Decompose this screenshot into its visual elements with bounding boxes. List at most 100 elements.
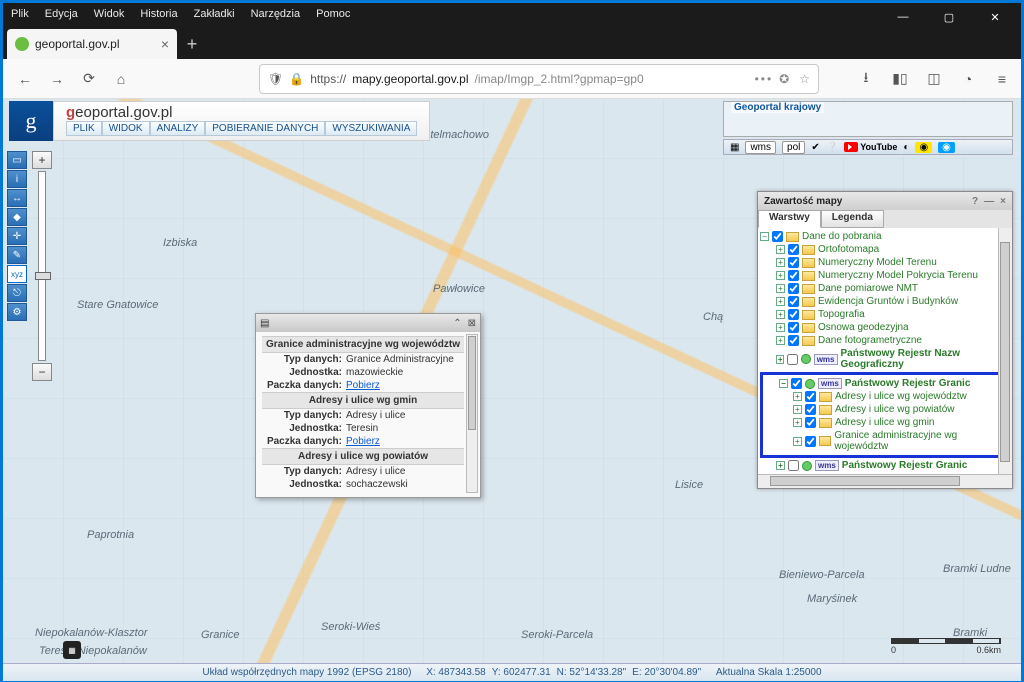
tree-node[interactable]: −wmsPaństwowy Rejestr Granic: [763, 377, 1007, 390]
tab-legend[interactable]: Legenda: [821, 210, 884, 228]
layer-checkbox[interactable]: [788, 244, 799, 255]
expand-icon[interactable]: +: [776, 258, 785, 267]
tree-node[interactable]: +Granice administracyjne wg województw: [763, 429, 1007, 453]
app-menu-wyszukiwania[interactable]: WYSZUKIWANIA: [325, 121, 417, 136]
tree-node[interactable]: +Topografia: [760, 308, 1010, 321]
tool-link-icon[interactable]: ⎋: [7, 284, 27, 302]
layer-checkbox[interactable]: [772, 231, 783, 242]
popup-grip-icon[interactable]: ▤: [260, 318, 269, 329]
window-close[interactable]: ✕: [972, 6, 1018, 28]
tree-node[interactable]: +Dane pomiarowe NMT: [760, 282, 1010, 295]
menu-help[interactable]: Pomoc: [308, 8, 358, 20]
tree-node[interactable]: +wmsPaństwowy Rejestr Nazw Geograficzny: [760, 347, 1010, 371]
popup-scrollbar[interactable]: [466, 334, 478, 493]
tree-node[interactable]: +Adresy i ulice wg powiatów: [763, 403, 1007, 416]
expand-icon[interactable]: +: [793, 405, 802, 414]
tree-node[interactable]: +Dane fotogrametryczne: [760, 334, 1010, 347]
page-actions-icon[interactable]: •••: [755, 72, 774, 86]
url-bar[interactable]: 🛡 🔒 https://mapy.geoportal.gov.pl/imap/I…: [259, 64, 819, 94]
tool-crosshair-icon[interactable]: ✛: [7, 227, 27, 245]
tree-node[interactable]: −Dane do pobrania: [760, 230, 1010, 243]
panel-help-icon[interactable]: ?: [972, 196, 978, 207]
tree-node[interactable]: +wmsPaństwowy Rejestr Granic: [760, 459, 1010, 472]
layer-checkbox[interactable]: [791, 378, 802, 389]
expand-icon[interactable]: +: [793, 437, 802, 446]
window-maximize[interactable]: ▢: [926, 6, 972, 28]
tree-node[interactable]: +Ortofotomapa: [760, 243, 1010, 256]
window-minimize[interactable]: —: [880, 6, 926, 28]
lang-ok-icon[interactable]: ✔: [811, 142, 819, 153]
visibility-yellow-icon[interactable]: ◉: [915, 142, 932, 153]
tool-gear-icon[interactable]: ⚙: [7, 303, 27, 321]
visibility-blue-icon[interactable]: ◉: [938, 142, 955, 153]
app-menu-pobieranie[interactable]: POBIERANIE DANYCH: [205, 121, 325, 136]
tool-draw-icon[interactable]: ✎: [7, 246, 27, 264]
bookmark-star-icon[interactable]: ☆: [799, 72, 810, 86]
layer-checkbox[interactable]: [788, 335, 799, 346]
layer-checkbox[interactable]: [788, 309, 799, 320]
layer-checkbox[interactable]: [805, 417, 816, 428]
panel-hscroll[interactable]: [758, 474, 1012, 488]
tree-node[interactable]: +Osnowa geodezyjna: [760, 321, 1010, 334]
menu-file[interactable]: Plik: [3, 8, 37, 20]
zoom-thumb[interactable]: [35, 272, 51, 280]
tool-xy-icon[interactable]: xyz: [7, 265, 27, 283]
layer-checkbox[interactable]: [788, 257, 799, 268]
expand-icon[interactable]: +: [776, 461, 785, 470]
layer-checkbox[interactable]: [787, 354, 798, 365]
layer-checkbox[interactable]: [788, 296, 799, 307]
tree-node[interactable]: +Adresy i ulice wg województw: [763, 390, 1007, 403]
menu-tools[interactable]: Narzędzia: [243, 8, 309, 20]
download-link[interactable]: Pobierz: [346, 436, 380, 447]
tab-close-icon[interactable]: ×: [161, 36, 169, 52]
menu-bookmarks[interactable]: Zakładki: [186, 8, 243, 20]
tree-node[interactable]: +Numeryczny Model Terenu: [760, 256, 1010, 269]
contrast-icon[interactable]: ◐: [903, 142, 909, 153]
nav-reload[interactable]: ⟳: [75, 65, 103, 93]
account-icon[interactable]: ◔: [957, 68, 979, 90]
grid-icon[interactable]: ▦: [730, 142, 739, 153]
panel-close-icon[interactable]: ×: [1000, 196, 1006, 207]
layer-checkbox[interactable]: [788, 322, 799, 333]
tree-node[interactable]: +Adresy i ulice wg gmin: [763, 416, 1007, 429]
layer-checkbox[interactable]: [788, 270, 799, 281]
expand-icon[interactable]: +: [776, 355, 784, 364]
expand-icon[interactable]: +: [776, 323, 785, 332]
downloads-icon[interactable]: ⭳: [855, 68, 877, 90]
sidebar-icon[interactable]: ◫: [923, 68, 945, 90]
app-menu-plik[interactable]: PLIK: [66, 121, 102, 136]
expand-icon[interactable]: +: [776, 271, 785, 280]
help-icon[interactable]: ❔: [826, 142, 838, 153]
nav-home[interactable]: ⌂: [107, 65, 135, 93]
expand-icon[interactable]: +: [793, 418, 802, 427]
tool-rect-icon[interactable]: ▭: [7, 151, 27, 169]
layer-checkbox[interactable]: [805, 391, 816, 402]
collapse-icon[interactable]: −: [779, 379, 788, 388]
collapse-icon[interactable]: −: [760, 232, 769, 241]
zoom-out-button[interactable]: −: [32, 363, 52, 381]
zoom-in-button[interactable]: +: [32, 151, 52, 169]
layer-checkbox[interactable]: [788, 283, 799, 294]
wms-icon[interactable]: wms: [745, 141, 776, 154]
reader-icon[interactable]: ✪: [779, 72, 789, 86]
menu-edit[interactable]: Edycja: [37, 8, 86, 20]
menu-history[interactable]: Historia: [132, 8, 185, 20]
popup-close-icon[interactable]: ⊠: [468, 318, 476, 329]
browser-menu[interactable]: Plik Edycja Widok Historia Zakładki Narz…: [3, 3, 1021, 25]
tool-select-icon[interactable]: ◆: [7, 208, 27, 226]
tree-node[interactable]: +Ewidencja Gruntów i Budynków: [760, 295, 1010, 308]
layer-checkbox[interactable]: [805, 436, 816, 447]
expand-icon[interactable]: +: [776, 336, 785, 345]
layer-checkbox[interactable]: [788, 460, 799, 471]
popup-collapse-icon[interactable]: ⌃: [453, 318, 461, 329]
app-menu-analizy[interactable]: ANALIZY: [150, 121, 206, 136]
lang-select[interactable]: pol: [782, 141, 805, 154]
panel-min-icon[interactable]: —: [984, 196, 994, 207]
layer-checkbox[interactable]: [805, 404, 816, 415]
app-menu-widok[interactable]: WIDOK: [102, 121, 150, 136]
youtube-link[interactable]: YouTube: [844, 142, 897, 152]
expand-icon[interactable]: +: [793, 392, 802, 401]
app-menu[interactable]: PLIK WIDOK ANALIZY POBIERANIE DANYCH WYS…: [66, 121, 417, 136]
tab-layers[interactable]: Warstwy: [758, 210, 821, 228]
panel-vscroll[interactable]: [998, 228, 1012, 474]
